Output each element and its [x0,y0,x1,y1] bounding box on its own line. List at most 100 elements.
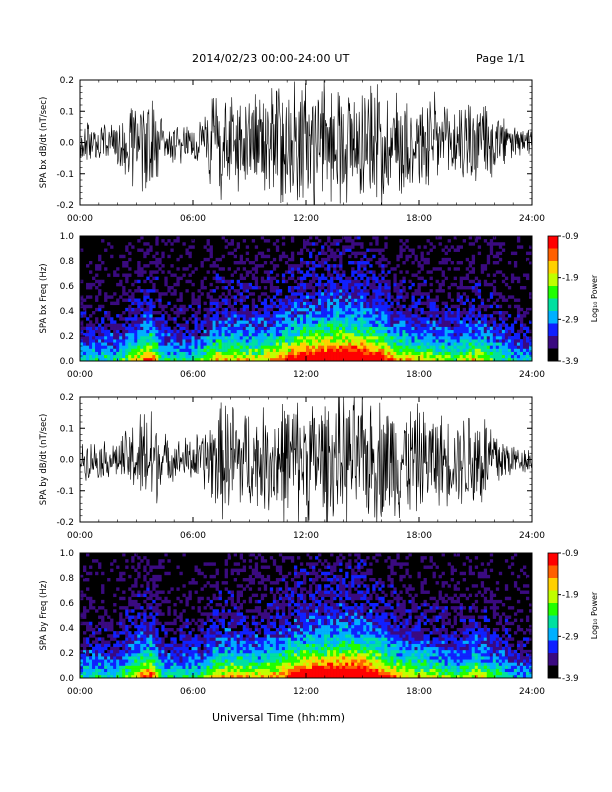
y-tick-label: 0.6 [60,282,75,292]
page-title: 2014/02/23 00:00-24:00 UT [192,52,350,65]
x-tick-label: 24:00 [519,214,545,224]
colorbar-step [548,333,558,337]
colorbar-step [548,578,558,581]
y-tick-label: 0.2 [60,393,74,403]
colorbar-step [548,665,558,668]
colorbar-step [548,263,558,266]
y-axis-title: SPA bx Freq (Hz) [39,263,49,333]
colorbar-step [548,292,558,295]
colorbar-step [548,342,558,345]
colorbar-step [548,340,558,343]
colorbar-step [548,638,558,641]
y-tick-label: -0.1 [56,170,74,180]
colorbar-step [548,573,558,577]
y-tick-label: 0.0 [60,456,75,466]
colorbar-step [548,350,558,354]
colorbar-step [548,669,558,673]
x-tick-label: 06:00 [180,370,206,380]
x-tick-label: 12:00 [293,370,319,380]
spectrogram-cells [80,236,533,362]
colorbar-step [548,632,558,635]
colorbar-step [548,281,558,285]
colorbar-step [548,248,558,251]
x-tick-label: 18:00 [406,214,432,224]
colorbar-step [548,657,558,660]
colorbar-step [548,619,558,623]
colorbar-step [548,269,558,272]
colorbar-step [548,352,558,356]
colorbar-tick-label: -3.9 [562,674,579,684]
colorbar-step [548,271,558,274]
x-tick-label: 00:00 [67,370,93,380]
colorbar-step [548,319,558,322]
colorbar-step [548,590,558,593]
x-tick-label: 00:00 [67,687,93,697]
colorbar-tick-label: -0.9 [562,232,579,242]
colorbar-step [548,557,558,560]
colorbar-step [548,300,558,304]
colorbar-step [548,288,558,291]
colorbar-step [548,298,558,301]
colorbar-step [548,605,558,608]
colorbar-step [548,640,558,643]
colorbar-step [548,636,558,639]
colorbar-step [548,296,558,299]
spectrogram-cells [80,553,533,679]
x-tick-label: 06:00 [180,531,206,541]
colorbar-tick-label: -3.9 [562,357,579,367]
x-tick-label: 00:00 [67,531,93,541]
colorbar-step [548,580,558,583]
colorbar-step [548,323,558,326]
y-tick-label: -0.1 [56,487,74,497]
colorbar-step [548,354,558,358]
colorbar-tick-label: -2.9 [562,315,579,325]
panel-4: 1.0 0.8 0.6 0.4 0.2 0.0 00:00 06:00 12:00 18:00 24… [39,549,599,697]
colorbar-step [548,277,558,281]
colorbar-step [548,630,558,633]
colorbar-step [548,336,558,339]
y-tick-label: 0.0 [60,357,75,367]
colorbar-step [548,338,558,341]
colorbar-step [548,246,558,249]
colorbar-step [548,344,558,347]
colorbar-step [548,290,558,293]
y-tick-label: 0.2 [60,332,74,342]
y-tick-label: 0.8 [60,574,75,584]
colorbar-step [548,634,558,637]
colorbar-step [548,256,558,260]
colorbar-title: Log₁₀ Power [590,274,599,322]
colorbar-step [548,317,558,320]
y-tick-label: 0.0 [60,674,75,684]
colorbar-step [548,594,558,598]
y-axis-title: SPA by dB/dt (nT/sec) [39,414,49,506]
colorbar-step [548,565,558,568]
colorbar-step [548,623,558,627]
colorbar-step [548,596,558,600]
y-axis-title: SPA bx dB/dt (nT/sec) [39,97,49,189]
colorbar: -0.9 -1.9 -2.9 -3.9 Log₁₀ Power [547,549,599,684]
colorbar-step [548,283,558,287]
colorbar-step [548,675,558,679]
colorbar-step [548,279,558,283]
y-tick-label: 0.4 [60,307,75,317]
colorbar-step [548,655,558,658]
x-tick-label: 24:00 [519,370,545,380]
colorbar-step [548,313,558,316]
colorbar-step [548,346,558,349]
y-tick-label: 0.6 [60,599,75,609]
y-tick-label: -0.2 [56,518,74,528]
colorbar-step [548,236,558,239]
y-tick-label: -0.2 [56,201,74,211]
colorbar-step [548,286,558,289]
colorbar-step [548,238,558,241]
x-tick-label: 18:00 [406,531,432,541]
x-axis-title: Universal Time (hh:mm) [212,711,345,724]
colorbar-step [548,553,558,556]
colorbar-tick-label: -1.9 [562,274,579,284]
colorbar-step [548,294,558,297]
colorbar-step [548,327,558,331]
colorbar-step [548,244,558,247]
colorbar-step [548,559,558,562]
y-tick-label: 1.0 [60,232,75,242]
colorbar-step [548,621,558,625]
